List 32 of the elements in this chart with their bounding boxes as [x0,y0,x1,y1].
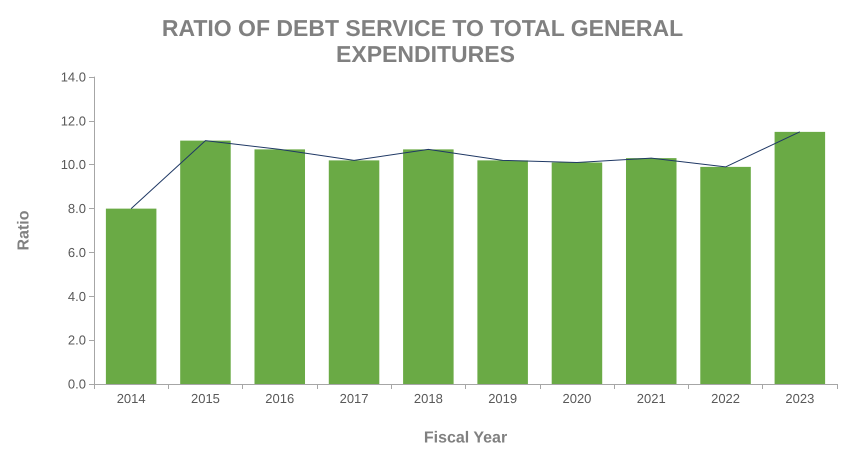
x-tick-label: 2017 [340,391,369,406]
bar [626,158,677,384]
x-tick-label: 2022 [711,391,740,406]
bar [180,140,231,384]
bar [552,162,602,384]
y-axis-title: Ratio [16,210,32,250]
x-tick-label: 2018 [414,391,443,406]
y-tick-label: 2.0 [68,332,86,348]
x-tick-label: 2019 [488,391,518,406]
bar [254,149,306,384]
x-tick-label: 2014 [116,391,146,406]
x-tick-label: 2016 [265,391,294,406]
x-axis-title: Fiscal Year [424,430,508,446]
bar [106,208,156,384]
bar [774,132,826,384]
chart-title: RATIO OF DEBT SERVICE TO TOTAL GENERAL EXPENDITURES [162,15,690,67]
y-tick-label: 12.0 [60,113,86,128]
y-tick-label: 4.0 [68,288,86,304]
line-series [130,131,800,210]
x-tick-label: 2015 [190,391,220,406]
y-tick-label: 8.0 [68,201,86,216]
y-tick-label: 0.0 [68,376,86,392]
y-tick-label: 6.0 [68,244,86,260]
y-tick-label: 14.0 [60,70,86,84]
bar [700,166,751,384]
bar [328,160,380,384]
x-tick-label: 2020 [562,391,592,406]
x-tick-label: 2021 [636,391,666,406]
bar [403,149,454,384]
y-tick-label: 10.0 [60,157,86,172]
x-tick-label: 2023 [785,391,814,406]
bar [477,160,528,384]
